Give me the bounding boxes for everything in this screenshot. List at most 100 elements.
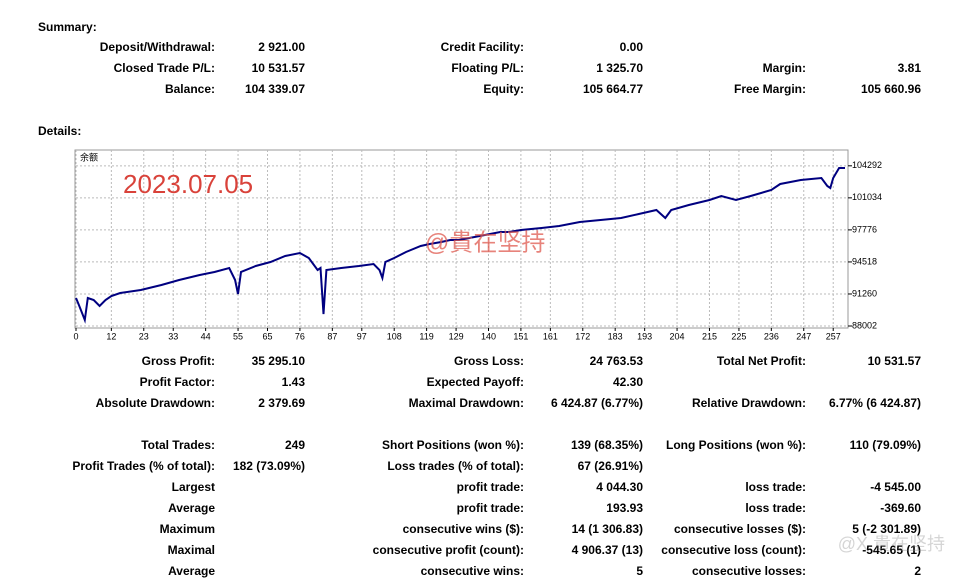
x-tick-label: 236 [764,331,779,341]
x-tick-label: 65 [263,331,273,341]
field-value: 67 (26.91%) [578,459,643,473]
x-tick-label: 215 [702,331,717,341]
field-value: 2 921.00 [258,40,305,54]
field-value: 6.77% (6 424.87) [829,396,921,410]
x-tick-label: 108 [387,331,402,341]
field-label: Profit Factor: [140,375,215,389]
field-label: Average [168,564,215,578]
field-label: Gross Loss: [454,354,524,368]
field-value: 10 531.57 [252,61,306,75]
field-label: Deposit/Withdrawal: [100,40,215,54]
field-value: -369.60 [880,501,921,515]
field-label: Largest [172,480,215,494]
field-label: consecutive loss (count): [661,543,806,557]
balance-line [75,167,845,324]
field-value: 5 [636,564,643,578]
field-value: 105 660.96 [861,82,921,96]
x-tick-label: 247 [796,331,811,341]
field-label: Margin: [763,61,806,75]
x-tick-label: 97 [357,331,367,341]
x-tick-label: 119 [419,331,433,341]
field-label: Free Margin: [734,82,806,96]
watermark-date: 2023.07.05 [123,169,253,199]
field-value: 104 339.07 [245,82,305,96]
section-title: Summary: [38,20,97,34]
x-tick-label: 193 [637,331,652,341]
y-tick-label: 91260 [852,288,877,298]
field-value: -545.65 (1) [862,543,921,557]
field-value: 5 (-2 301.89) [852,522,921,536]
field-value: 2 379.69 [258,396,305,410]
field-label: Total Net Profit: [717,354,806,368]
y-tick-label: 94518 [852,256,877,266]
field-label: Total Trades: [141,438,215,452]
field-value: 6 424.87 (6.77%) [551,396,643,410]
field-value: 35 295.10 [252,354,306,368]
field-value: 0.00 [620,40,644,54]
x-tick-label: 172 [575,331,590,341]
field-value: 24 763.53 [590,354,644,368]
field-label: Relative Drawdown: [692,396,806,410]
field-value: 4 906.37 (13) [572,543,643,557]
field-label: Maximal Drawdown: [409,396,524,410]
x-tick-label: 76 [295,331,305,341]
field-label: Maximal [168,543,215,557]
x-tick-label: 12 [106,331,116,341]
field-label: loss trade: [745,480,806,494]
x-tick-label: 129 [449,331,464,341]
field-value: 110 (79.09%) [850,438,921,452]
field-value: 193.93 [606,501,643,515]
x-tick-label: 33 [168,331,178,341]
field-value: 139 (68.35%) [571,438,643,452]
field-value: 42.30 [613,375,643,389]
field-value: 14 (1 306.83) [572,522,643,536]
x-tick-label: 140 [481,331,496,341]
field-label: consecutive wins ($): [403,522,524,536]
field-value: 105 664.77 [583,82,643,96]
x-tick-label: 225 [731,331,746,341]
field-label: consecutive profit (count): [373,543,524,557]
field-value: 10 531.57 [868,354,922,368]
field-value: 3.81 [898,61,922,75]
field-label: consecutive wins: [421,564,524,578]
x-tick-label: 151 [513,331,528,341]
watermark-corner: @X 貴在坚持 [838,534,945,554]
field-value: -4 545.00 [870,480,921,494]
field-label: Maximum [160,522,215,536]
y-tick-label: 104292 [852,160,882,170]
field-label: Long Positions (won %): [666,438,806,452]
field-label: Floating P/L: [451,61,524,75]
field-label: Balance: [165,82,215,96]
field-value: 182 (73.09%) [233,459,305,473]
field-label: Average [168,501,215,515]
field-label: Loss trades (% of total): [387,459,524,473]
watermark-author: @貴在坚持 [425,229,545,256]
field-value: 4 044.30 [596,480,643,494]
field-label: Equity: [483,82,524,96]
field-value: 249 [285,438,305,452]
x-tick-label: 161 [543,331,558,341]
x-tick-label: 204 [670,331,685,341]
field-value: 1.43 [282,375,306,389]
field-label: Short Positions (won %): [382,438,524,452]
x-tick-label: 55 [233,331,243,341]
field-label: Gross Profit: [142,354,215,368]
field-label: Absolute Drawdown: [96,396,215,410]
x-tick-label: 23 [139,331,149,341]
x-tick-label: 44 [201,331,211,341]
x-tick-label: 87 [327,331,337,341]
x-tick-label: 257 [826,331,841,341]
field-value: 1 325.70 [596,61,643,75]
y-tick-label: 97776 [852,224,877,234]
field-label: Expected Payoff: [427,375,524,389]
x-tick-label: 183 [608,331,623,341]
y-tick-label: 88002 [852,320,877,330]
chart-label: 余额 [80,151,98,162]
field-label: profit trade: [457,501,524,515]
y-tick-label: 101034 [852,192,882,202]
field-label: profit trade: [457,480,524,494]
field-label: Closed Trade P/L: [114,61,215,75]
x-tick-label: 0 [73,331,78,341]
